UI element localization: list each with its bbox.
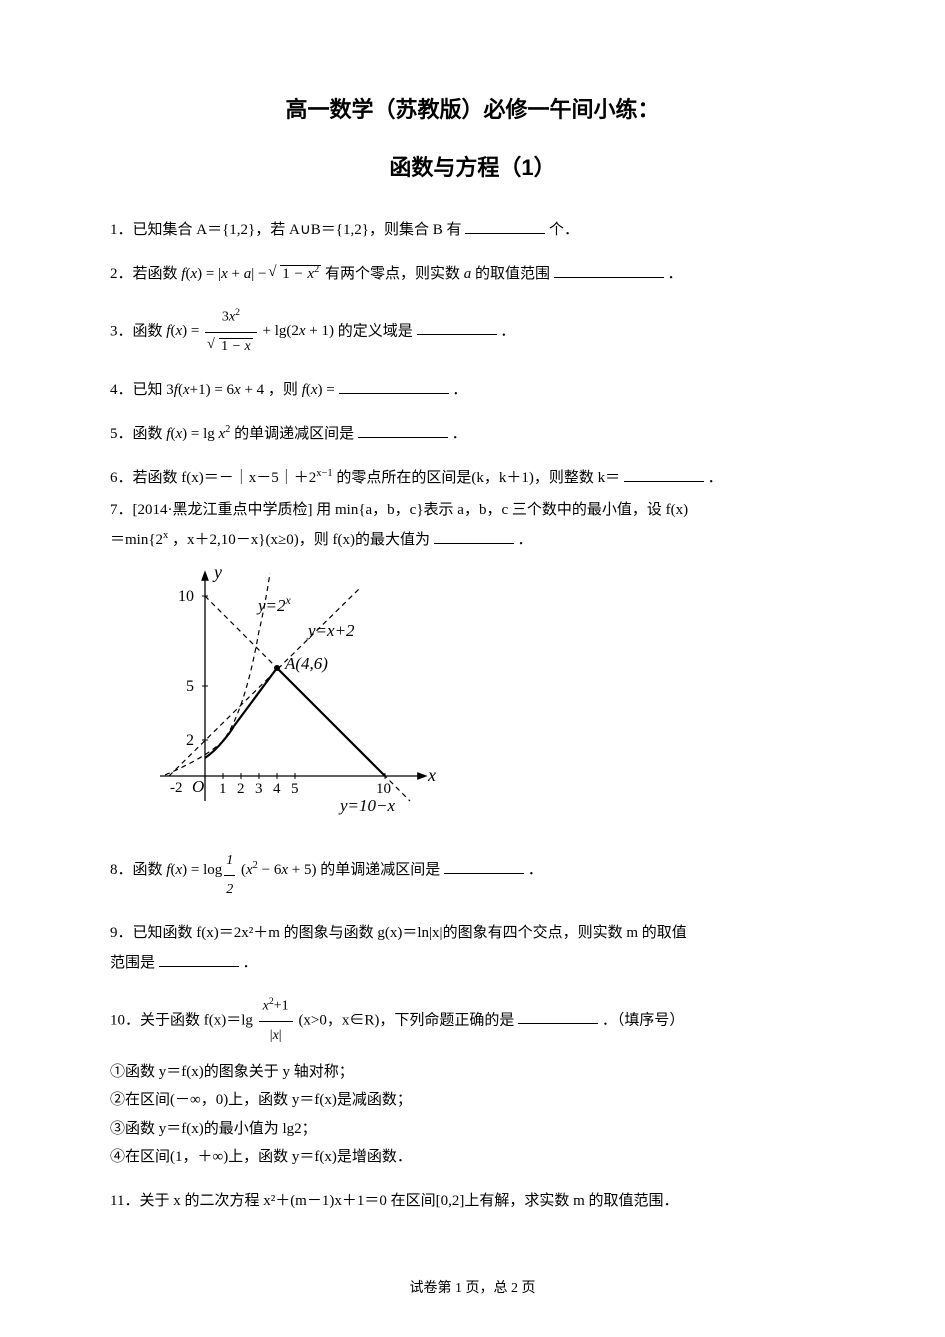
- q10-blank: [518, 1008, 598, 1025]
- q3-blank: [417, 319, 497, 336]
- q4-blank: [339, 377, 449, 394]
- question-11: 11．关于 x 的二次方程 x²＋(m－1)x＋1＝0 在区间[0,2]上有解，…: [110, 1186, 835, 1216]
- q6-text: 6．若函数 f(x)＝－｜x－5｜＋2: [110, 470, 316, 486]
- page-title: 高一数学（苏教版）必修一午间小练：: [110, 90, 835, 130]
- q9-line1: 9．已知函数 f(x)＝2x²＋m 的图象与函数 g(x)＝ln|x|的图象有四…: [110, 925, 687, 941]
- question-5: 5．函数 f(x) = lg x2 的单调递减区间是 ．: [110, 419, 835, 449]
- q2-post: 的取值范围: [475, 266, 550, 282]
- q7-line1: 7．[2014·黑龙江重点中学质检] 用 min{a，b，c}表示 a，b，c …: [110, 502, 688, 518]
- q2-end: ．: [668, 266, 683, 282]
- q2-a: a: [464, 266, 472, 282]
- q5-pre: 5．函数: [110, 426, 166, 442]
- q3-end: ．: [500, 323, 515, 339]
- q9-line2a: 范围是: [110, 955, 155, 971]
- q5-end: ．: [452, 426, 467, 442]
- q7-graph: x y 2 5 10 1 2 3 4 5 10 -2 O: [150, 561, 835, 831]
- graph-neg2: -2: [170, 780, 183, 796]
- question-1: 1．已知集合 A＝{1,2}，若 A∪B＝{1,2}，则集合 B 有 个．: [110, 215, 835, 245]
- q2-pre: 2．若函数: [110, 266, 181, 282]
- graph-origin: O: [192, 777, 204, 796]
- graph-y-label: y: [212, 562, 222, 582]
- q3-pre: 3．函数: [110, 323, 166, 339]
- q8-formula: f(x) = log12 (x2 − 6x + 5): [166, 862, 320, 878]
- graph-xtick-10: 10: [376, 781, 391, 797]
- question-2: 2．若函数 f(x) = |x + a| − 1 − x2 有两个零点，则实数 …: [110, 259, 835, 289]
- q9-blank: [159, 950, 239, 967]
- q4-pre: 4．已知: [110, 382, 166, 398]
- graph-xtick-4: 4: [273, 781, 281, 797]
- q4-fx: f(x) =: [302, 382, 335, 398]
- q5-mid: 的单调递减区间是: [234, 426, 354, 442]
- graph-x-label: x: [427, 765, 436, 785]
- q10-mid2: ．（填序号）: [602, 1012, 685, 1028]
- q10-opt2: ②在区间(－∞，0)上，函数 y＝f(x)是减函数；: [110, 1086, 835, 1115]
- q10-opt1: ①函数 y＝f(x)的图象关于 y 轴对称；: [110, 1058, 835, 1087]
- q3-mid: 的定义域是: [338, 323, 413, 339]
- q3-formula: f(x) = 3x2 1 − x + lg(2x + 1): [166, 323, 338, 339]
- q4-mid: ，则: [268, 382, 302, 398]
- q8-blank: [444, 857, 524, 874]
- q10-opt4: ④在区间(1，＋∞)上，函数 y＝f(x)是增函数．: [110, 1143, 835, 1172]
- q4-end: ．: [452, 382, 467, 398]
- q8-mid: 的单调递减区间是: [320, 862, 440, 878]
- q2-formula: f(x) = |x + a| − 1 − x2: [181, 266, 325, 282]
- graph-xtick-2: 2: [237, 781, 245, 797]
- q7-line2b: ，x＋2,10－x}(x≥0)，则 f(x)的最大值为: [172, 532, 430, 548]
- q11-text: 11．关于 x 的二次方程 x²＋(m－1)x＋1＝0 在区间[0,2]上有解，…: [110, 1193, 679, 1209]
- question-6: 6．若函数 f(x)＝－｜x－5｜＋2x−1 的零点所在的区间是(k，k＋1)，…: [110, 463, 835, 493]
- graph-ytick-5: 5: [186, 678, 194, 695]
- q1-blank: [465, 218, 545, 235]
- question-9: 9．已知函数 f(x)＝2x²＋m 的图象与函数 g(x)＝ln|x|的图象有四…: [110, 918, 835, 978]
- q6-blank: [624, 465, 704, 482]
- q6-end: ．: [708, 470, 723, 486]
- q10-pre: 10．关于函数 f(x)＝lg: [110, 1012, 253, 1028]
- q7-end: ．: [517, 532, 532, 548]
- q7-line2a: ＝min{2: [110, 532, 163, 548]
- graph-xtick-3: 3: [255, 781, 263, 797]
- q5-fx: f(x) = lg x2: [166, 426, 230, 442]
- q1-pre: 1．已知集合 A＝{1,2}，若 A∪B＝{1,2}，则集合 B 有: [110, 222, 461, 238]
- graph-label-x2: y=x+2: [306, 621, 355, 640]
- q8-pre: 8．函数: [110, 862, 166, 878]
- graph-ytick-2: 2: [186, 732, 194, 749]
- graph-xtick-1: 1: [219, 781, 227, 797]
- graph-point-A: A(4,6): [284, 654, 328, 673]
- q8-end: ．: [528, 862, 543, 878]
- q2-mid: 有两个零点，则实数: [325, 266, 464, 282]
- q7-line2exp: x: [163, 530, 168, 541]
- q10-opt3: ③函数 y＝f(x)的最小值为 lg2；: [110, 1115, 835, 1144]
- q9-end: ．: [243, 955, 258, 971]
- graph-ytick-10: 10: [178, 588, 194, 605]
- graph-svg: x y 2 5 10 1 2 3 4 5 10 -2 O: [150, 561, 450, 821]
- q4-eq: 3f(x+1) = 6x + 4: [166, 382, 264, 398]
- q7-blank: [434, 527, 514, 544]
- question-3: 3．函数 f(x) = 3x2 1 − x + lg(2x + 1) 的定义域是…: [110, 303, 835, 361]
- page-footer: 试卷第 1 页，总 2 页: [0, 1276, 945, 1301]
- graph-label-10x: y=10−x: [338, 796, 395, 815]
- q6-mid: 的零点所在的区间是(k，k＋1)，则整数 k＝: [336, 470, 620, 486]
- q1-post: 个．: [549, 222, 579, 238]
- q6-exp: x−1: [316, 468, 332, 479]
- question-10: 10．关于函数 f(x)＝lg x2+1 |x| (x>0，x∈R)，下列命题正…: [110, 992, 835, 1050]
- q10-frac: x2+1 |x|: [259, 992, 293, 1050]
- q5-blank: [358, 421, 448, 438]
- question-4: 4．已知 3f(x+1) = 6x + 4 ，则 f(x) = ．: [110, 375, 835, 405]
- question-8: 8．函数 f(x) = log12 (x2 − 6x + 5) 的单调递减区间是…: [110, 847, 835, 904]
- q2-blank: [554, 262, 664, 279]
- graph-xtick-5: 5: [291, 781, 299, 797]
- q10-mid1: (x>0，x∈R)，下列命题正确的是: [298, 1012, 514, 1028]
- q10-options: ①函数 y＝f(x)的图象关于 y 轴对称； ②在区间(－∞，0)上，函数 y＝…: [110, 1058, 835, 1172]
- question-7: 7．[2014·黑龙江重点中学质检] 用 min{a，b，c}表示 a，b，c …: [110, 495, 835, 555]
- graph-label-2x: y=2x: [256, 593, 292, 615]
- page-subtitle: 函数与方程（1）: [110, 148, 835, 188]
